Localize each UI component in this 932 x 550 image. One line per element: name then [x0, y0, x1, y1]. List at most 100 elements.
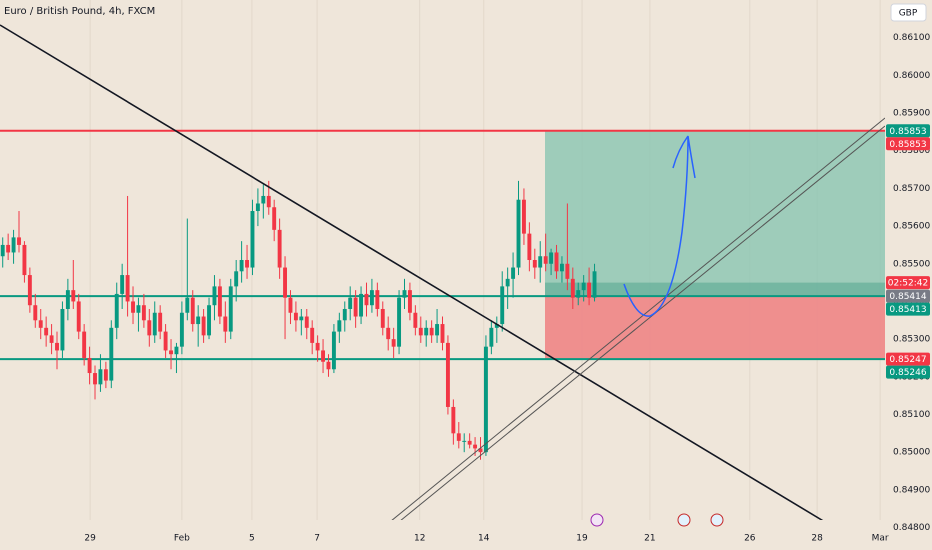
chart-title: Euro / British Pound, 4h, FXCM: [4, 6, 155, 17]
price-label: 0.85413: [889, 305, 926, 315]
candle-body: [60, 308, 65, 351]
candle-body: [549, 252, 554, 264]
candle-body: [103, 369, 108, 381]
candle-body: [131, 301, 135, 313]
event-icon[interactable]: [677, 513, 691, 527]
x-tick-label: 21: [644, 534, 655, 544]
candle-body: [179, 312, 184, 347]
y-tick-label: 0.85100: [893, 410, 930, 420]
candle-body: [521, 199, 526, 234]
candle-body: [283, 267, 288, 298]
currency-button[interactable]: [890, 3, 927, 22]
candle-body: [93, 373, 97, 385]
candle-body: [272, 207, 277, 230]
candle-body: [299, 316, 304, 321]
candle-body: [543, 256, 548, 264]
x-tick-label: 29: [84, 534, 96, 544]
x-tick-label: 26: [744, 534, 756, 544]
levels: [0, 129, 885, 361]
position-tool: [545, 130, 885, 360]
candle-body: [245, 260, 249, 268]
candle-body: [141, 305, 146, 321]
x-tick-label: 12: [414, 534, 425, 544]
price-axis: [885, 0, 932, 550]
y-tick-label: 0.85600: [893, 222, 930, 232]
candle-body: [375, 290, 380, 309]
arrow-drawing: [623, 135, 696, 317]
event-icons: [590, 513, 724, 527]
profit-zone: [545, 130, 885, 297]
candle-body: [17, 237, 21, 245]
price-label: 0.85414: [889, 292, 926, 302]
candle-body: [125, 275, 130, 302]
candle-body: [136, 305, 141, 313]
candle-body: [386, 327, 391, 340]
candle-body: [207, 305, 211, 336]
candle-body: [429, 327, 434, 336]
candle-body: [331, 331, 336, 370]
channel-line: [388, 125, 886, 531]
candle-body: [500, 286, 505, 325]
candle-body: [82, 331, 87, 358]
candle-body: [217, 286, 222, 317]
candle-body: [234, 271, 239, 287]
y-tick-label: 0.84900: [893, 485, 930, 495]
candle-body: [364, 293, 369, 306]
y-tick-label: 0.85300: [893, 335, 930, 345]
candle-body: [440, 324, 445, 343]
price-label-box: [886, 137, 930, 151]
candle-body: [559, 263, 564, 272]
loss-zone: [545, 296, 885, 360]
price-label-box: [886, 352, 930, 366]
price-label: 02:52:42: [888, 279, 928, 289]
candle-body: [321, 350, 326, 362]
y-tick-label: 0.86000: [893, 71, 930, 81]
candle-body: [342, 308, 347, 321]
candles: [0, 180, 597, 460]
candle-body: [163, 331, 168, 351]
candle-body: [337, 320, 342, 332]
drawings: [0, 24, 886, 531]
y-tick-label: 0.86100: [893, 33, 930, 43]
price-label: 0.85247: [889, 355, 926, 365]
candle-body: [87, 357, 92, 374]
y-tick-label: 0.84800: [893, 523, 930, 533]
event-icon[interactable]: [710, 513, 724, 527]
price-label-box: [886, 124, 930, 138]
candle-body: [424, 327, 429, 336]
candle-body: [532, 260, 537, 268]
candle-body: [49, 335, 54, 343]
candle-body: [391, 339, 396, 347]
candle-body: [326, 361, 331, 370]
price-label-box: [886, 365, 930, 379]
candle-body: [44, 327, 49, 336]
candle-body: [174, 346, 179, 355]
currency-label[interactable]: GBP: [899, 9, 918, 19]
x-tick-label: 28: [811, 534, 823, 544]
candle-body: [22, 244, 27, 276]
candle-body: [348, 297, 353, 309]
candle-body: [418, 327, 423, 336]
candle-body: [538, 256, 543, 268]
candle-body: [451, 406, 456, 434]
candle-body: [158, 312, 163, 332]
x-tick-label: 7: [314, 534, 320, 544]
candle-body: [255, 203, 260, 212]
candle-body: [407, 290, 412, 313]
candle-body: [38, 320, 43, 328]
candle-body: [527, 233, 532, 260]
candle-body: [473, 444, 478, 449]
x-tick-label: 19: [576, 534, 588, 544]
candle-body: [114, 293, 119, 328]
candle-body: [65, 290, 70, 309]
candle-body: [228, 286, 233, 332]
candle-body: [445, 342, 450, 407]
price-label: 0.85853: [889, 127, 926, 137]
time-axis: [0, 520, 885, 550]
channel-line: [379, 117, 886, 531]
candle-body: [277, 229, 282, 268]
event-icon[interactable]: [590, 513, 604, 527]
candle-body: [576, 290, 581, 298]
candle-body: [196, 316, 201, 325]
